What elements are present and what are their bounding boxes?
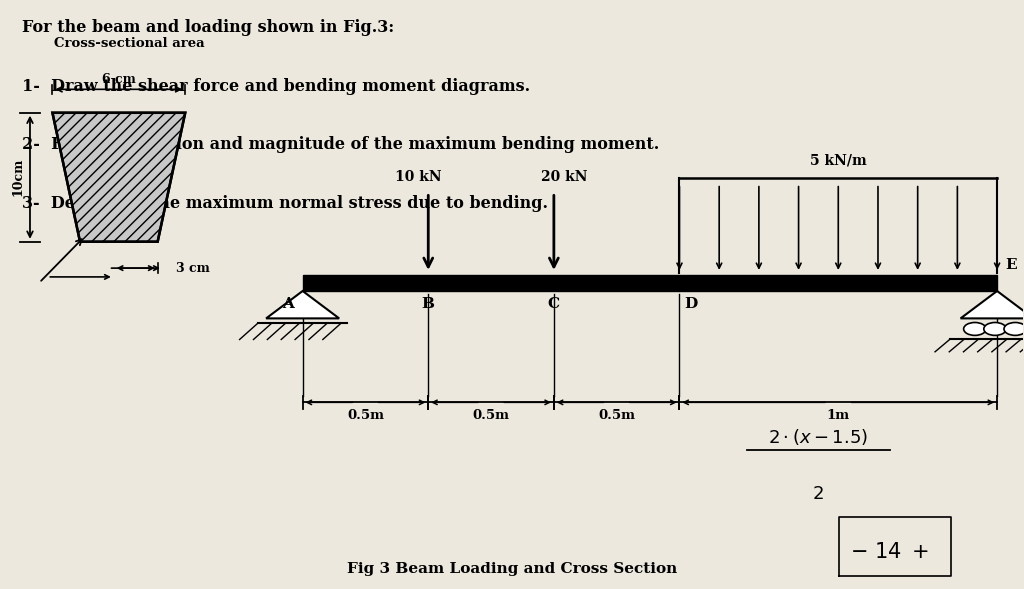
- Text: $\mathit{2}$: $\mathit{2}$: [812, 485, 824, 503]
- Text: C: C: [548, 297, 560, 311]
- Text: $-\ \mathit{14}\ +$: $-\ \mathit{14}\ +$: [850, 542, 930, 562]
- Text: 0.5m: 0.5m: [347, 409, 384, 422]
- Text: E: E: [1006, 257, 1017, 272]
- Text: 10 kN: 10 kN: [394, 170, 441, 184]
- Text: 1-  Draw the shear force and bending moment diagrams.: 1- Draw the shear force and bending mome…: [22, 78, 530, 95]
- Text: 6 cm: 6 cm: [102, 74, 136, 87]
- Text: 20 kN: 20 kN: [541, 170, 588, 184]
- Polygon shape: [266, 291, 339, 319]
- Text: $\mathit{2 \cdot (x - 1.5)}$: $\mathit{2 \cdot (x - 1.5)}$: [768, 427, 868, 447]
- Text: Fig 3 Beam Loading and Cross Section: Fig 3 Beam Loading and Cross Section: [347, 562, 677, 576]
- Text: D: D: [685, 297, 697, 311]
- Text: 1m: 1m: [826, 409, 850, 422]
- Text: 10cm: 10cm: [12, 158, 25, 197]
- Polygon shape: [52, 112, 185, 241]
- Circle shape: [984, 323, 1007, 335]
- Text: Cross-sectional area: Cross-sectional area: [53, 37, 205, 49]
- Text: 3 cm: 3 cm: [176, 262, 210, 274]
- Text: B: B: [422, 297, 435, 311]
- Text: 2-  Find the location and magnitude of the maximum bending moment.: 2- Find the location and magnitude of th…: [22, 136, 659, 153]
- Bar: [303, 274, 997, 291]
- Text: For the beam and loading shown in Fig.3:: For the beam and loading shown in Fig.3:: [22, 19, 394, 36]
- Polygon shape: [961, 291, 1024, 319]
- Text: 3-  Determine the maximum normal stress due to bending.: 3- Determine the maximum normal stress d…: [22, 195, 548, 212]
- Circle shape: [964, 323, 986, 335]
- Text: A: A: [283, 297, 295, 311]
- Text: 0.5m: 0.5m: [472, 409, 510, 422]
- Circle shape: [1004, 323, 1024, 335]
- Text: 5 kN/m: 5 kN/m: [810, 153, 866, 167]
- Text: 0.5m: 0.5m: [598, 409, 635, 422]
